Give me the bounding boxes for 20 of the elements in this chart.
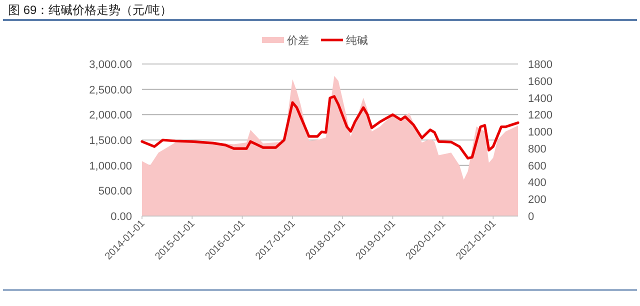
y-tick-label: 1,500.00 xyxy=(89,135,132,147)
y-tick-label: 500.00 xyxy=(98,186,132,198)
y2-tick-label: 1000 xyxy=(528,126,552,139)
legend-label: 纯碱 xyxy=(346,34,368,47)
y2-tick-label: 1400 xyxy=(528,92,552,105)
legend-label: 价差 xyxy=(286,35,309,47)
y-tick-label: 1,000.00 xyxy=(89,160,132,172)
y2-tick-label: 1200 xyxy=(528,110,552,122)
y2-tick-label: 1800 xyxy=(528,59,552,71)
y-tick-label: 2,000.00 xyxy=(89,110,132,122)
y2-tick-label: 0 xyxy=(528,211,534,223)
title: 图 69：纯碱价格走势（元/吨） xyxy=(8,3,172,17)
y2-tick-label: 200 xyxy=(528,194,546,206)
y2-tick-label: 400 xyxy=(528,177,546,190)
y2-tick-label: 1600 xyxy=(528,76,552,88)
y2-tick-label: 600 xyxy=(528,160,546,172)
y-tick-label: 2,500.00 xyxy=(89,84,132,96)
y-tick-label: 0.00 xyxy=(110,211,132,223)
y-tick-label: 3,000.00 xyxy=(89,59,132,71)
y2-tick-label: 800 xyxy=(528,143,546,156)
